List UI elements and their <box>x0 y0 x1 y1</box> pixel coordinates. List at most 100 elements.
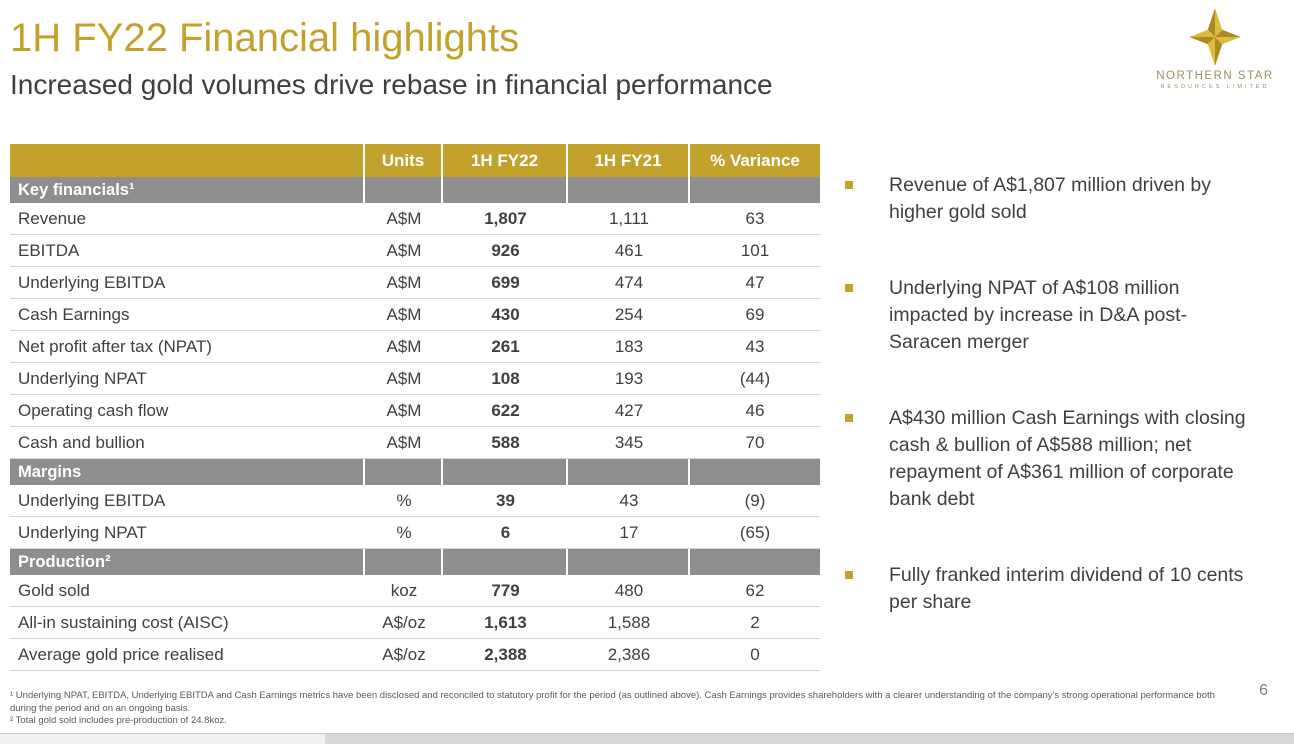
units-cell: koz <box>365 575 443 607</box>
fy22-cell: 926 <box>443 235 568 267</box>
fy21-cell: 193 <box>568 363 690 395</box>
fy21-cell: 474 <box>568 267 690 299</box>
header-units: Units <box>365 144 443 177</box>
section-cell <box>443 549 568 575</box>
highlight-item: A$430 million Cash Earnings with closing… <box>845 405 1250 513</box>
company-logo: NORTHERN STAR RESOURCES LIMITED <box>1150 8 1280 90</box>
table-header: Units 1H FY22 1H FY21 % Variance <box>10 144 820 177</box>
table-row: All-in sustaining cost (AISC) A$/oz 1,613 1… <box>10 607 820 639</box>
units-cell: A$M <box>365 267 443 299</box>
footnote-text: ¹ Underlying NPAT, EBITDA, Underlying EB… <box>10 690 1215 714</box>
fy22-cell: 39 <box>443 485 568 517</box>
units-cell: A$M <box>365 203 443 235</box>
fy22-cell: 699 <box>443 267 568 299</box>
highlight-text: A$430 million Cash Earnings with closing… <box>889 407 1246 510</box>
section-label: Margins <box>10 459 365 485</box>
units-cell: A$M <box>365 427 443 459</box>
units-cell: % <box>365 517 443 549</box>
variance-cell: 69 <box>690 299 820 331</box>
metric-label: Cash Earnings <box>10 299 365 331</box>
section-cell <box>568 459 690 485</box>
logo-name: NORTHERN STAR <box>1156 70 1274 82</box>
fy21-cell: 254 <box>568 299 690 331</box>
header-fy22: 1H FY22 <box>443 144 568 177</box>
page-number: 6 <box>1259 682 1268 699</box>
table-row: Revenue A$M 1,807 1,111 63 <box>10 203 820 235</box>
variance-cell: 101 <box>690 235 820 267</box>
variance-cell: 47 <box>690 267 820 299</box>
units-cell: A$M <box>365 331 443 363</box>
variance-cell: 0 <box>690 639 820 671</box>
section-cell <box>365 549 443 575</box>
section-cell <box>365 459 443 485</box>
fy22-cell: 779 <box>443 575 568 607</box>
table-row: Cash and bullion A$M 588 345 70 <box>10 427 820 459</box>
highlight-text: Underlying NPAT of A$108 million impacte… <box>889 277 1188 353</box>
footnotes: ¹ Underlying NPAT, EBITDA, Underlying EB… <box>10 690 1225 728</box>
fy22-cell: 261 <box>443 331 568 363</box>
highlight-item: Underlying NPAT of A$108 million impacte… <box>845 275 1250 356</box>
fy21-cell: 43 <box>568 485 690 517</box>
highlight-item: Fully franked interim dividend of 10 cen… <box>845 562 1250 616</box>
financials-table: Units 1H FY22 1H FY21 % Variance Key fin… <box>10 144 820 671</box>
units-cell: A$/oz <box>365 639 443 671</box>
metric-label: All-in sustaining cost (AISC) <box>10 607 365 639</box>
fy22-cell: 2,388 <box>443 639 568 671</box>
units-cell: A$M <box>365 235 443 267</box>
table-row: Underlying NPAT% 6 17 (65) <box>10 517 820 549</box>
section-cell <box>568 549 690 575</box>
bullet-square-icon <box>845 284 853 292</box>
fy21-cell: 461 <box>568 235 690 267</box>
highlight-item: Revenue of A$1,807 million driven by hig… <box>845 172 1250 226</box>
variance-cell: (65) <box>690 517 820 549</box>
metric-label: Cash and bullion <box>10 427 365 459</box>
fy22-cell: 108 <box>443 363 568 395</box>
metric-label: EBITDA <box>10 235 365 267</box>
northern-star-logo-icon <box>1189 8 1241 66</box>
fy21-cell: 2,386 <box>568 639 690 671</box>
fy21-cell: 345 <box>568 427 690 459</box>
bullet-square-icon <box>845 181 853 189</box>
fy22-cell: 6 <box>443 517 568 549</box>
table-row: Underlying EBITDA A$M 699 474 47 <box>10 267 820 299</box>
metric-label: Underlying NPAT <box>10 363 365 395</box>
variance-cell: 62 <box>690 575 820 607</box>
logo-subtitle: RESOURCES LIMITED <box>1160 84 1270 90</box>
variance-cell: 70 <box>690 427 820 459</box>
bullet-square-icon <box>845 571 853 579</box>
fy22-cell: 1,807 <box>443 203 568 235</box>
table-row: Average gold price realised A$/oz 2,388 2,3… <box>10 639 820 671</box>
section-cell <box>443 459 568 485</box>
horizontal-scrollbar[interactable] <box>0 733 1294 744</box>
metric-label: Gold sold <box>10 575 365 607</box>
units-cell: % <box>365 485 443 517</box>
metric-label: Underlying NPAT <box>10 517 365 549</box>
units-cell: A$M <box>365 299 443 331</box>
table-row: EBITDA A$M 926 461 101 <box>10 235 820 267</box>
section-label: Production² <box>10 549 365 575</box>
metric-label: Underlying EBITDA <box>10 267 365 299</box>
fy22-cell: 430 <box>443 299 568 331</box>
fy21-cell: 427 <box>568 395 690 427</box>
section-cell <box>690 177 820 203</box>
table-row: Cash Earnings A$M 430 254 69 <box>10 299 820 331</box>
table-row: Net profit after tax (NPAT) A$M 261 183 43 <box>10 331 820 363</box>
highlight-text: Revenue of A$1,807 million driven by hig… <box>889 174 1211 223</box>
scrollbar-left-gutter <box>0 734 325 744</box>
units-cell: A$M <box>365 363 443 395</box>
header-variance: % Variance <box>690 144 820 177</box>
highlights-list: Revenue of A$1,807 million driven by hig… <box>845 172 1250 665</box>
section-cell <box>690 459 820 485</box>
section-label: Key financials¹ <box>10 177 365 203</box>
bullet-square-icon <box>845 414 853 422</box>
section-cell <box>568 177 690 203</box>
metric-label: Operating cash flow <box>10 395 365 427</box>
fy22-cell: 588 <box>443 427 568 459</box>
metric-label: Net profit after tax (NPAT) <box>10 331 365 363</box>
units-cell: A$/oz <box>365 607 443 639</box>
fy21-cell: 1,588 <box>568 607 690 639</box>
table-row: Gold sold koz 779 480 62 <box>10 575 820 607</box>
fy22-cell: 1,613 <box>443 607 568 639</box>
metric-label: Revenue <box>10 203 365 235</box>
metric-label: Underlying EBITDA <box>10 485 365 517</box>
